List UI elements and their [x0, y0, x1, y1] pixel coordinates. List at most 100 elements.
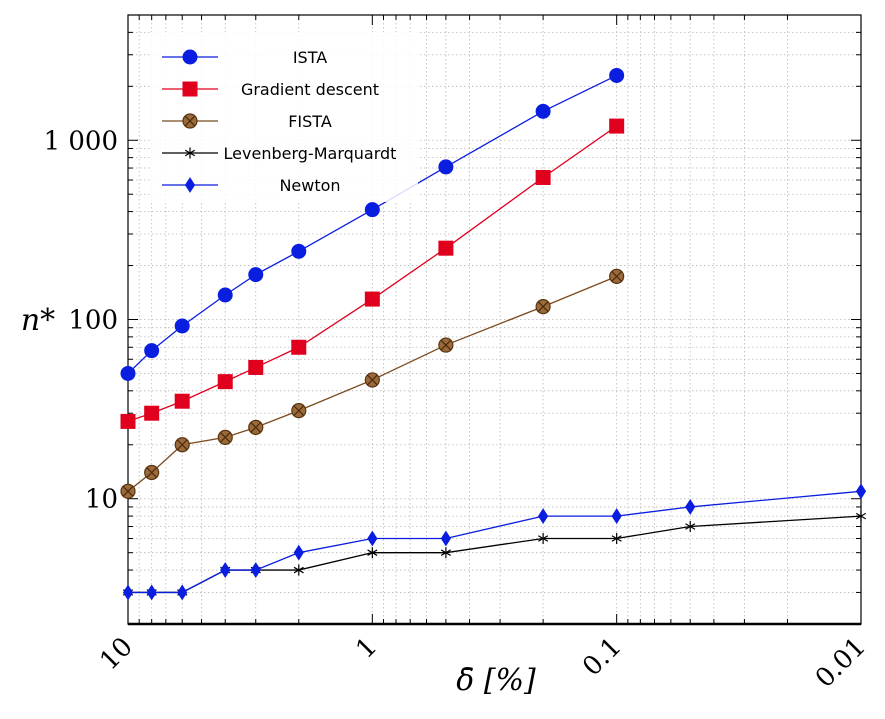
data-point — [120, 365, 136, 381]
marker-arm — [685, 525, 691, 530]
data-point — [217, 374, 233, 390]
legend-label: Gradient descent — [241, 80, 379, 99]
y-tick-label: 1 000 — [44, 126, 118, 156]
series-4 — [122, 483, 867, 601]
marker-arm — [293, 569, 300, 574]
legend-marker — [184, 147, 196, 159]
legend-marker — [182, 81, 198, 97]
series-3 — [122, 510, 867, 598]
data-point — [438, 240, 454, 256]
data-point — [609, 118, 625, 134]
marker-arm — [184, 152, 191, 157]
marker-arm — [538, 535, 544, 540]
marker-arm — [616, 537, 622, 542]
marker-arm — [445, 549, 451, 554]
y-tick-label: 10 — [85, 485, 118, 515]
marker-cross — [176, 439, 188, 451]
marker-arm — [372, 552, 378, 556]
marker-arm — [367, 549, 373, 554]
data-point — [120, 413, 136, 429]
marker-arm — [184, 149, 191, 154]
marker-arm — [611, 537, 617, 542]
marker-arm — [685, 523, 691, 528]
data-point — [291, 403, 307, 419]
series-group — [120, 67, 867, 601]
marker-cross — [219, 432, 231, 443]
series-line — [127, 275, 617, 492]
marker-arm — [855, 515, 862, 520]
marker-arm — [189, 149, 196, 154]
legend-entry-2: FISTA — [162, 112, 332, 131]
data-point — [367, 547, 378, 559]
data-point — [248, 267, 264, 283]
marker-arm — [440, 552, 447, 556]
data-point — [611, 532, 622, 544]
marker-arm — [367, 552, 373, 556]
marker-cross — [250, 422, 262, 433]
marker-arm — [542, 535, 549, 540]
data-point — [609, 268, 625, 284]
marker-arm — [860, 512, 867, 517]
marker-arm — [616, 535, 622, 540]
plot-frame — [127, 14, 862, 626]
data-point — [174, 393, 190, 409]
legend: ISTA Gradient descent FISTA Levenberg-Marqu… — [150, 32, 418, 202]
marker-arm — [538, 537, 544, 542]
data-point — [364, 202, 380, 218]
legend-label: Levenberg-Marquardt — [224, 144, 397, 163]
marker-cross — [367, 374, 378, 386]
marker-arm — [860, 515, 867, 520]
legend-entry-0: ISTA — [162, 48, 327, 67]
legend-label: Newton — [279, 176, 340, 195]
tick-labels: 10 1 0.1 0.01 10 100 1 000 — [44, 126, 872, 694]
x-tick-label: 1 — [350, 632, 383, 665]
data-point — [293, 544, 304, 561]
data-point — [248, 359, 264, 375]
y-tick-label: 100 — [68, 306, 118, 336]
data-point — [177, 584, 188, 601]
legend-marker — [182, 113, 198, 129]
data-point — [122, 584, 134, 601]
data-point — [538, 508, 549, 525]
data-point — [367, 530, 378, 547]
marker-arm — [298, 566, 304, 571]
data-point — [438, 337, 454, 353]
marker-arm — [293, 566, 300, 571]
marker-arm — [440, 549, 447, 554]
data-point — [174, 437, 190, 453]
marker-cross — [440, 339, 452, 351]
data-point — [535, 103, 551, 119]
marker-cross — [122, 485, 134, 497]
data-point — [440, 547, 451, 559]
x-tick-label: 10 — [94, 632, 139, 677]
data-point — [535, 299, 551, 315]
legend-entry-4: Newton — [162, 176, 341, 195]
data-point — [364, 291, 380, 307]
data-point — [250, 562, 261, 578]
data-point — [685, 520, 696, 532]
marker-cross — [146, 467, 158, 478]
data-point — [293, 564, 304, 576]
data-point — [438, 159, 454, 175]
data-point — [855, 510, 867, 522]
marker-arm — [611, 535, 617, 540]
x-tick-label: 0.1 — [577, 632, 627, 682]
legend-marker — [184, 177, 196, 193]
marker-arm — [542, 537, 549, 542]
data-point — [538, 532, 549, 544]
series-line — [127, 74, 617, 374]
legend-entry-3: Levenberg-Marquardt — [162, 144, 396, 163]
data-point — [144, 405, 160, 421]
data-point — [364, 372, 380, 388]
legend-marker — [182, 49, 198, 65]
y-axis-title: n* — [21, 303, 55, 338]
marker-arm — [298, 569, 304, 574]
series-line — [127, 125, 618, 423]
marker-arm — [689, 525, 696, 530]
data-point — [217, 287, 233, 303]
marker-cross — [611, 271, 622, 282]
marker-arm — [445, 552, 451, 556]
marker-cross — [293, 405, 305, 416]
